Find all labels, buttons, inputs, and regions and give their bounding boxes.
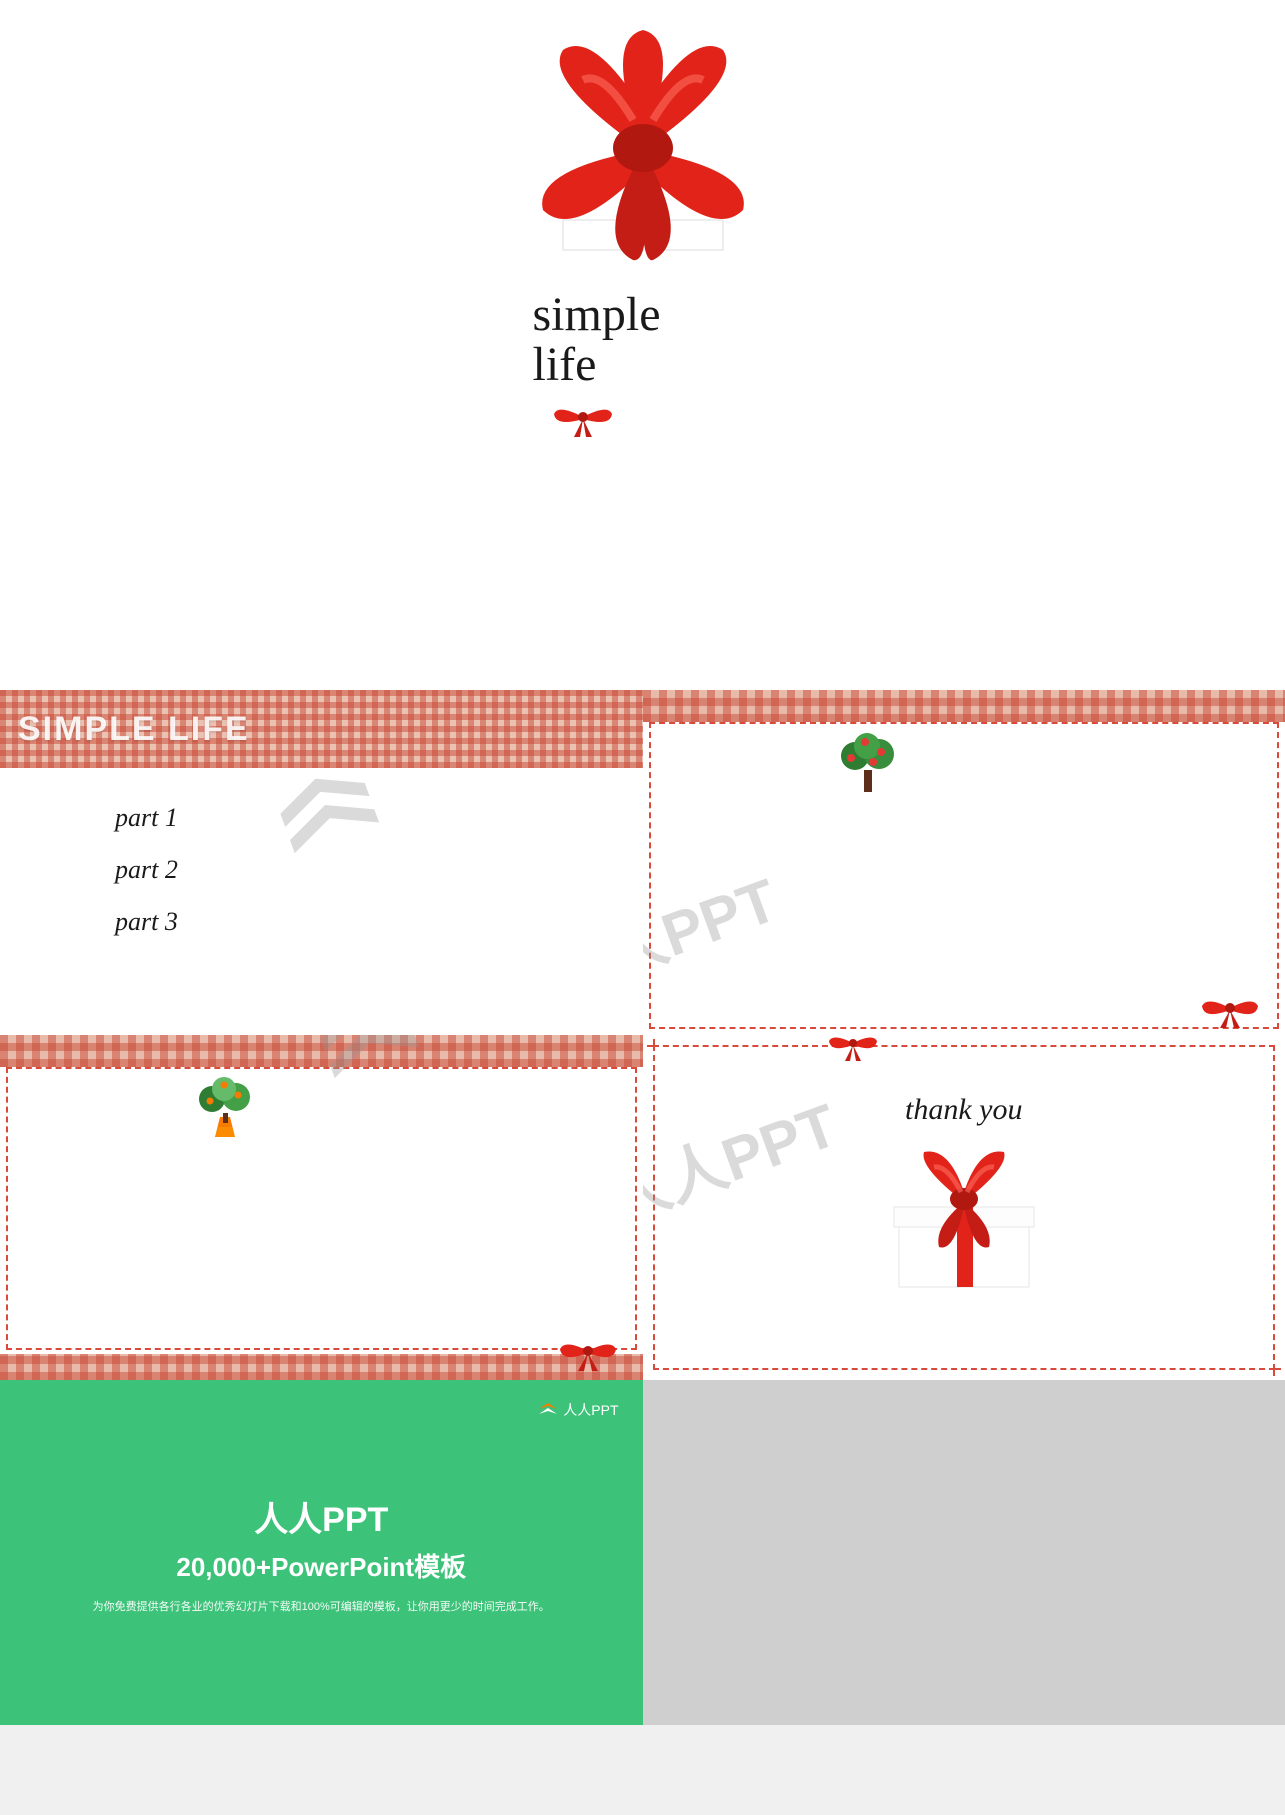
part-item: part 3 xyxy=(115,907,643,937)
title-text: simple life xyxy=(503,290,783,391)
apple-tree-icon xyxy=(833,728,903,803)
promo-subtitle: 20,000+PowerPoint模板 xyxy=(176,1547,466,1584)
promo-description: 为你免费提供各行各业的优秀幻灯片下载和100%可编辑的模板，让你用更少的时间完成… xyxy=(93,1598,550,1614)
slide-thankyou: thank you 人人PPT xyxy=(643,1035,1285,1380)
promo-title: 人人PPT xyxy=(254,1492,388,1541)
slide-title: simple life xyxy=(0,0,1285,690)
brand-badge: 人人PPT xyxy=(539,1400,618,1420)
gingham-top-border xyxy=(643,690,1285,722)
promo-row: 人人PPT 人人PPT 20,000+PowerPoint模板 为你免费提供各行… xyxy=(0,1380,1285,1725)
arrow-marker-icon xyxy=(647,1039,661,1053)
title-line2: life xyxy=(533,340,783,390)
part-list: part 1 part 2 part 3 xyxy=(0,768,643,937)
promo-empty xyxy=(643,1380,1285,1725)
part-item: part 1 xyxy=(115,803,643,833)
arrow-marker-icon xyxy=(1267,1362,1281,1376)
corner-bow-icon xyxy=(553,1337,623,1378)
slide-parts: SIMPLE LIFE part 1 part 2 part 3 xyxy=(0,690,643,1035)
big-ribbon-bow-icon xyxy=(503,20,783,280)
part-item: part 2 xyxy=(115,855,643,885)
brand-text: 人人PPT xyxy=(563,1400,618,1420)
brand-logo-icon xyxy=(539,1403,557,1417)
top-bow-icon xyxy=(823,1035,883,1068)
gingham-bottom-border xyxy=(0,1354,643,1380)
promo-panel: 人人PPT 人人PPT 20,000+PowerPoint模板 为你免费提供各行… xyxy=(0,1380,643,1725)
slide-content-a: 人人PPT xyxy=(643,690,1285,1035)
gingham-header: SIMPLE LIFE xyxy=(0,690,643,768)
corner-bow-icon xyxy=(1195,994,1265,1035)
header-title: SIMPLE LIFE xyxy=(18,710,250,749)
dashed-frame xyxy=(649,722,1280,1029)
slide-content-b xyxy=(0,1035,643,1380)
slide-grid: SIMPLE LIFE part 1 part 2 part 3 xyxy=(0,690,1285,1380)
gingham-top-border xyxy=(0,1035,643,1067)
orange-tree-icon xyxy=(190,1073,260,1148)
small-bow-icon xyxy=(548,399,618,444)
dashed-frame xyxy=(653,1045,1276,1370)
title-line1: simple xyxy=(533,290,783,340)
dashed-frame xyxy=(6,1067,637,1350)
